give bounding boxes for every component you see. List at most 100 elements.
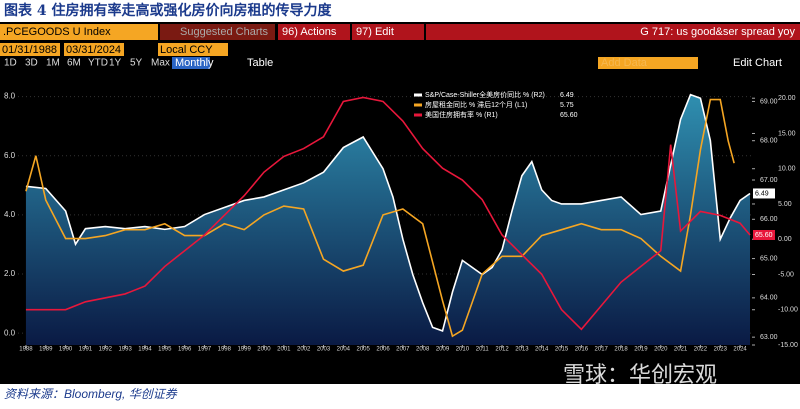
x-tick-label: 2008 <box>416 347 430 353</box>
x-tick-label: 2015 <box>555 347 569 353</box>
y-tick-label: 68.00 <box>760 138 778 145</box>
ticker: .PCEGOODS U Index <box>3 26 111 38</box>
x-tick-label: 1996 <box>178 347 192 353</box>
add-data: Add Data <box>601 57 648 69</box>
y-tick-label: -15.00 <box>778 342 798 349</box>
last-value-tag <box>753 230 775 240</box>
x-tick-label: 2005 <box>356 347 370 353</box>
period-button[interactable]: 1D <box>4 58 17 69</box>
period-button[interactable]: 5Y <box>130 58 143 69</box>
add-data-box[interactable] <box>598 57 698 69</box>
x-tick-label: 2009 <box>436 347 450 353</box>
freq-box[interactable] <box>172 57 210 69</box>
edit: 97) Edit <box>356 26 394 38</box>
x-tick-label: 1991 <box>79 347 93 353</box>
y-tick-label: 0.00 <box>778 236 792 243</box>
x-tick-label: 1992 <box>99 347 113 353</box>
suggested: Suggested Charts <box>180 26 269 38</box>
edit-box[interactable] <box>352 24 424 40</box>
x-tick-label: 2018 <box>614 347 628 353</box>
y-tick-label: 69.00 <box>760 98 778 105</box>
x-tick-label: 2012 <box>495 347 509 353</box>
figure-title: 图表 4 住房拥有率走高或强化房价向房租的传导力度 <box>4 2 332 19</box>
y-tick-label: 6.0 <box>4 151 16 160</box>
x-tick-label: 1993 <box>118 347 132 353</box>
y-tick-label: 10.00 <box>778 166 796 173</box>
last-value-tag <box>753 188 775 199</box>
ticker-box[interactable] <box>0 24 158 40</box>
x-tick-label: 2019 <box>634 347 648 353</box>
x-tick-label: 1990 <box>59 347 73 353</box>
end-date: 03/31/2024 <box>66 44 121 56</box>
y-tick-label: 8.0 <box>4 92 16 101</box>
y-tick-label: 20.00 <box>778 95 796 102</box>
x-tick-label: 2023 <box>714 347 728 353</box>
period-button[interactable]: 3D <box>25 58 38 69</box>
x-tick-label: 2003 <box>317 347 331 353</box>
period-button[interactable]: Max <box>151 58 170 69</box>
legend-value: 5.75 <box>560 102 574 109</box>
y-tick-label: 63.00 <box>760 334 778 341</box>
x-tick-label: 1999 <box>237 347 251 353</box>
y-tick-label: 66.00 <box>760 216 778 223</box>
y-tick-label: 64.00 <box>760 295 778 302</box>
line <box>25 93 751 332</box>
x-tick-label: 1997 <box>198 347 212 353</box>
currency: Local CCY <box>160 44 213 56</box>
area <box>25 94 751 345</box>
suggested-box[interactable] <box>160 24 275 40</box>
period-button[interactable]: 1M <box>46 58 60 69</box>
period-button[interactable]: 6M <box>67 58 81 69</box>
last-value-tag-label: 6.49 <box>755 190 769 197</box>
x-tick-label: 1995 <box>158 347 172 353</box>
source: 资料来源：Bloomberg, 华创证券 <box>4 387 178 401</box>
x-tick-label: 2011 <box>476 347 490 353</box>
legend-label: 房屋租金同比 % 滞后12个月 (L1) <box>425 100 527 109</box>
y-tick-label: -5.00 <box>778 271 794 278</box>
y-tick-label: 65.00 <box>760 255 778 262</box>
x-tick-label: 1994 <box>138 347 152 353</box>
x-tick-label: 2014 <box>535 347 549 353</box>
x-tick-label: 2007 <box>396 347 410 353</box>
x-tick-label: 2020 <box>654 347 668 353</box>
actions: 96) Actions <box>282 26 337 38</box>
x-tick-label: 2001 <box>277 347 291 353</box>
x-tick-label: 2002 <box>297 347 311 353</box>
legend-value: 65.60 <box>560 112 578 119</box>
x-tick-label: 2017 <box>595 347 609 353</box>
y-tick-label: 2.0 <box>4 269 16 278</box>
y-tick-label: 67.00 <box>760 177 778 184</box>
chart-name: G 717: us good&ser spread yoy <box>640 26 795 38</box>
period-button[interactable]: YTD <box>88 58 108 69</box>
x-tick-label: 1989 <box>39 347 53 353</box>
y-tick-label: 0.0 <box>4 328 16 337</box>
frequency: Monthly <box>175 57 214 69</box>
x-tick-label: 2013 <box>515 347 529 353</box>
y-tick-label: -10.00 <box>778 307 798 314</box>
legend-label: S&P/Case-Shiller全美房价同比 % (R2) <box>425 90 545 99</box>
period-button[interactable]: 1Y <box>109 58 122 69</box>
ccy-box[interactable] <box>158 43 228 56</box>
table-button[interactable]: Table <box>247 57 273 69</box>
end-box[interactable] <box>64 43 124 56</box>
y-tick-label: 15.00 <box>778 130 796 137</box>
x-tick-label: 2024 <box>733 347 747 353</box>
x-tick-label: 1988 <box>19 347 33 353</box>
y-tick-label: 4.0 <box>4 210 16 219</box>
x-tick-label: 2016 <box>575 347 589 353</box>
edit-chart[interactable]: Edit Chart <box>733 57 782 69</box>
x-tick-label: 2000 <box>257 347 271 353</box>
start-box[interactable] <box>0 43 60 56</box>
x-tick-label: 2010 <box>456 347 470 353</box>
x-tick-label: 2021 <box>674 347 688 353</box>
line <box>25 98 735 338</box>
y-tick-label: 5.00 <box>778 201 792 208</box>
watermark: 雪球：华创宏观 <box>563 362 717 387</box>
x-tick-label: 2004 <box>337 347 351 353</box>
chart-name-box <box>426 24 800 40</box>
last-value-tag-label: 65.60 <box>755 232 773 239</box>
actions-box[interactable] <box>278 24 350 40</box>
legend-value: 6.49 <box>560 92 574 99</box>
line <box>25 96 751 331</box>
